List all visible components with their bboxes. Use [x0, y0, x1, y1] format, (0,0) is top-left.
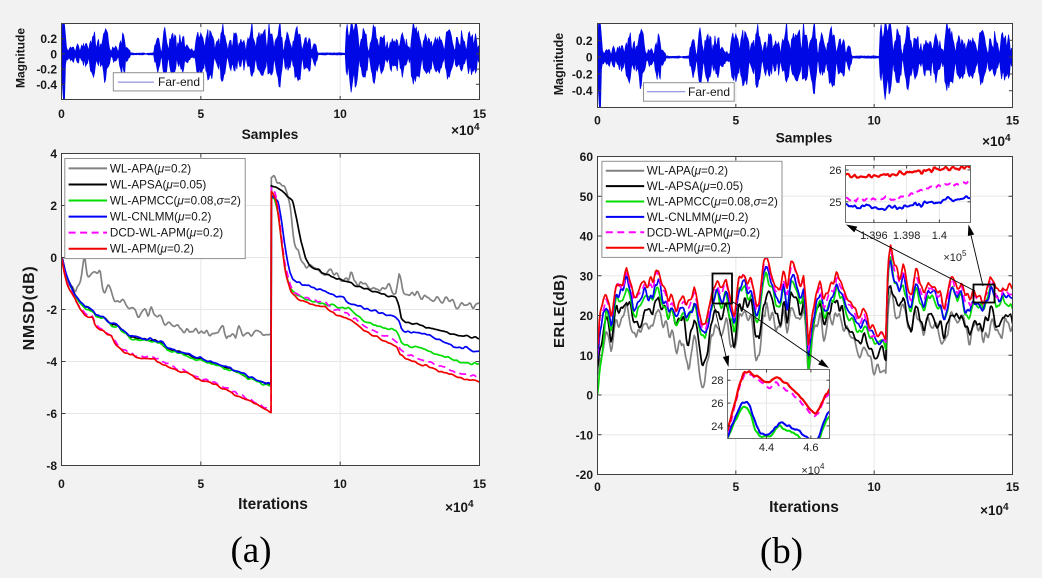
svg-text:4: 4 — [468, 499, 474, 510]
svg-text:1.396: 1.396 — [860, 230, 888, 242]
svg-text:4: 4 — [1003, 502, 1009, 513]
svg-text:×10: ×10 — [801, 465, 820, 477]
svg-text:WL-APM(μ=0.2): WL-APM(μ=0.2) — [110, 243, 194, 256]
svg-text:1.4: 1.4 — [932, 230, 947, 242]
svg-text:×10: ×10 — [943, 252, 962, 264]
svg-text:15: 15 — [1006, 114, 1020, 128]
svg-text:Far-end: Far-end — [158, 75, 200, 89]
svg-text:-0.2: -0.2 — [572, 67, 593, 81]
svg-text:WL-APSA(μ=0.05): WL-APSA(μ=0.05) — [647, 180, 743, 193]
svg-text:Iterations: Iterations — [769, 499, 839, 516]
svg-text:15: 15 — [473, 477, 487, 491]
svg-text:×10: ×10 — [982, 134, 1005, 149]
svg-text:10: 10 — [333, 107, 347, 121]
svg-text:0: 0 — [594, 114, 601, 128]
svg-text:WL-APA(μ=0.2): WL-APA(μ=0.2) — [110, 162, 191, 175]
svg-text:24: 24 — [711, 421, 723, 433]
svg-text:20: 20 — [580, 309, 594, 323]
svg-text:4: 4 — [1005, 133, 1011, 144]
svg-text:Magnitude: Magnitude — [552, 33, 566, 96]
svg-text:1.398: 1.398 — [893, 230, 921, 242]
svg-text:WL-CNLMM(μ=0.2): WL-CNLMM(μ=0.2) — [110, 211, 212, 224]
svg-text:(a): (a) — [230, 530, 271, 571]
svg-text:-0.4: -0.4 — [36, 78, 57, 92]
svg-text:10: 10 — [580, 349, 594, 363]
svg-text:-2: -2 — [46, 303, 57, 317]
svg-text:0: 0 — [58, 477, 65, 491]
svg-text:15: 15 — [1006, 480, 1020, 494]
svg-text:0.2: 0.2 — [576, 34, 593, 48]
svg-text:DCD-WL-APM(μ=0.2): DCD-WL-APM(μ=0.2) — [647, 226, 760, 239]
svg-text:WL-CNLMM(μ=0.2): WL-CNLMM(μ=0.2) — [647, 211, 749, 224]
svg-text:26: 26 — [829, 165, 841, 177]
svg-text:DCD-WL-APM(μ=0.2): DCD-WL-APM(μ=0.2) — [110, 227, 223, 240]
svg-text:Far-end: Far-end — [688, 85, 730, 99]
svg-text:28: 28 — [711, 375, 723, 387]
svg-text:WL-APM(μ=0.2): WL-APM(μ=0.2) — [647, 242, 731, 255]
svg-text:4.6: 4.6 — [803, 442, 818, 454]
svg-text:5: 5 — [732, 480, 739, 494]
svg-text:ERLE(dB): ERLE(dB) — [551, 274, 568, 348]
svg-text:NMSD(dB): NMSD(dB) — [21, 266, 38, 351]
svg-text:10: 10 — [867, 114, 881, 128]
svg-text:-6: -6 — [46, 407, 57, 421]
svg-text:5: 5 — [197, 107, 204, 121]
svg-text:4: 4 — [474, 122, 480, 133]
svg-text:4: 4 — [820, 462, 825, 471]
svg-text:60: 60 — [580, 150, 594, 164]
svg-text:5: 5 — [197, 477, 204, 491]
svg-text:0.2: 0.2 — [40, 32, 57, 46]
svg-text:10: 10 — [867, 480, 881, 494]
svg-text:4: 4 — [50, 147, 57, 161]
svg-text:-8: -8 — [46, 459, 57, 473]
svg-text:0: 0 — [58, 107, 65, 121]
svg-text:15: 15 — [473, 107, 487, 121]
svg-text:WL-APMCC(μ=0.08,σ=2): WL-APMCC(μ=0.08,σ=2) — [110, 195, 241, 208]
svg-text:×10: ×10 — [980, 503, 1003, 518]
svg-text:(b): (b) — [760, 531, 803, 572]
svg-text:0: 0 — [586, 389, 593, 403]
svg-text:-0.2: -0.2 — [36, 63, 57, 77]
svg-text:2: 2 — [50, 199, 57, 213]
svg-text:-20: -20 — [576, 468, 594, 482]
svg-text:Samples: Samples — [242, 127, 299, 142]
svg-text:5: 5 — [732, 114, 739, 128]
svg-text:-4: -4 — [46, 355, 57, 369]
svg-text:0: 0 — [50, 47, 57, 61]
svg-text:30: 30 — [580, 269, 594, 283]
svg-text:Iterations: Iterations — [238, 496, 308, 513]
svg-text:26: 26 — [711, 398, 723, 410]
svg-text:-10: -10 — [576, 428, 594, 442]
svg-text:50: 50 — [580, 190, 594, 204]
svg-text:×10: ×10 — [451, 123, 474, 138]
svg-text:WL-APSA(μ=0.05): WL-APSA(μ=0.05) — [110, 178, 206, 191]
svg-text:-0.4: -0.4 — [572, 84, 593, 98]
svg-text:0: 0 — [586, 51, 593, 65]
svg-text:Magnitude: Magnitude — [14, 28, 28, 88]
svg-text:0: 0 — [594, 480, 601, 494]
svg-text:5: 5 — [962, 249, 967, 258]
svg-text:×10: ×10 — [445, 500, 468, 515]
svg-text:25: 25 — [829, 197, 841, 209]
svg-text:40: 40 — [580, 230, 594, 244]
svg-text:WL-APMCC(μ=0.08,σ=2): WL-APMCC(μ=0.08,σ=2) — [647, 196, 778, 209]
svg-text:Samples: Samples — [776, 131, 833, 146]
svg-text:WL-APA(μ=0.2): WL-APA(μ=0.2) — [647, 165, 728, 178]
svg-text:4.4: 4.4 — [759, 442, 774, 454]
svg-text:0: 0 — [50, 251, 57, 265]
svg-text:10: 10 — [333, 477, 347, 491]
